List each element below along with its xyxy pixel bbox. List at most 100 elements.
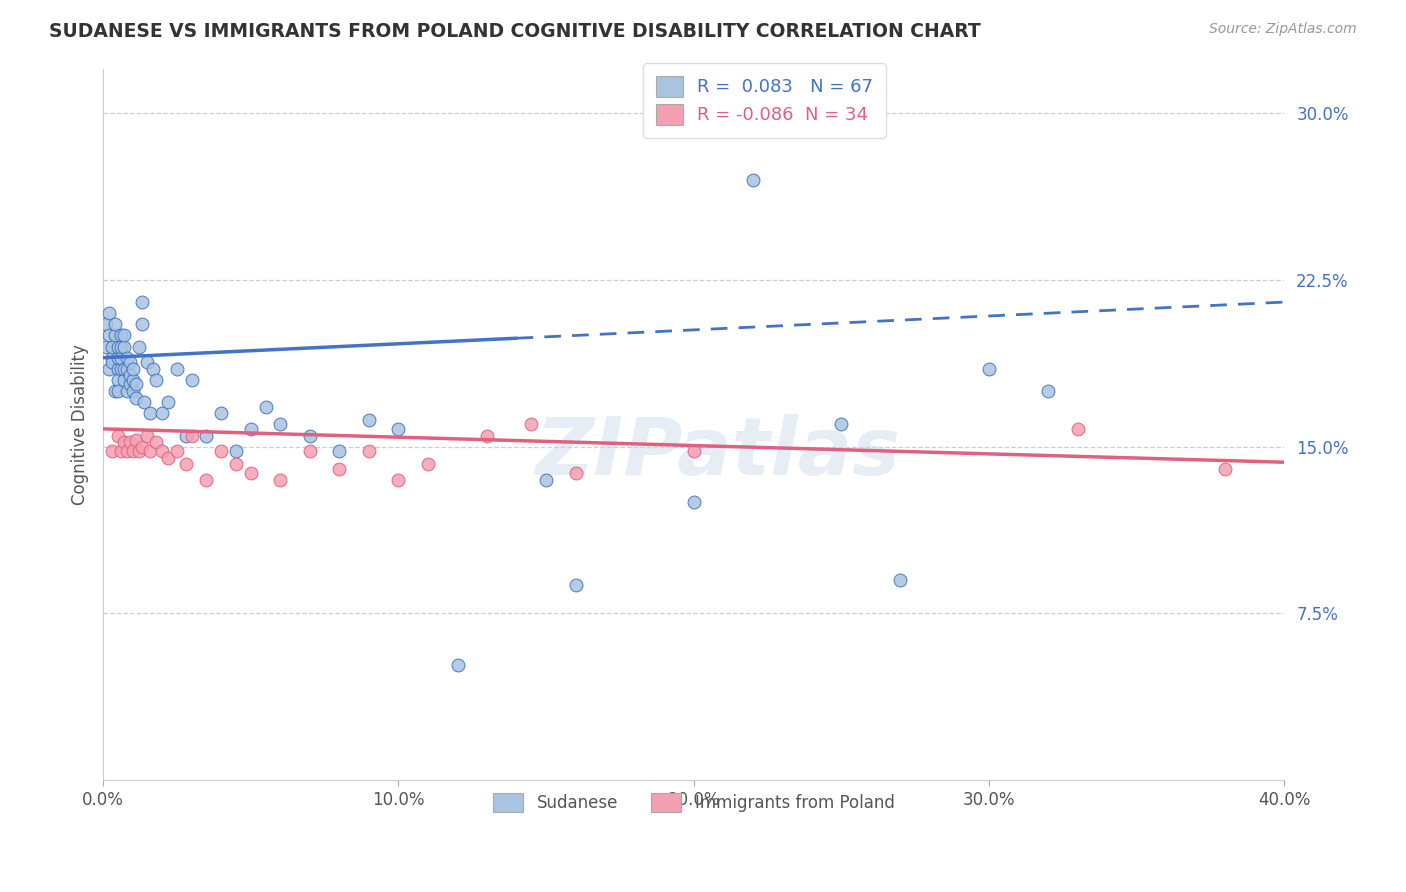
Point: [124, 391, 146, 405]
Point: [107, 351, 129, 365]
Point: [139, 406, 162, 420]
Point: [564, 577, 586, 591]
Point: [136, 428, 159, 442]
Point: [118, 355, 141, 369]
Point: [357, 413, 380, 427]
Point: [195, 473, 218, 487]
Text: ZIPatlas: ZIPatlas: [534, 414, 900, 491]
Point: [110, 351, 132, 365]
Point: [107, 373, 129, 387]
Point: [131, 295, 153, 310]
Point: [239, 422, 262, 436]
Point: [475, 428, 498, 442]
Point: [115, 351, 138, 365]
Point: [112, 373, 135, 387]
Point: [94, 318, 117, 332]
Point: [112, 435, 135, 450]
Point: [150, 406, 173, 420]
Point: [110, 328, 132, 343]
Point: [124, 377, 146, 392]
Point: [112, 328, 135, 343]
Point: [174, 428, 197, 442]
Point: [157, 450, 180, 465]
Point: [131, 318, 153, 332]
Point: [741, 172, 763, 186]
Point: [328, 444, 350, 458]
Point: [157, 395, 180, 409]
Point: [104, 318, 127, 332]
Point: [145, 373, 167, 387]
Point: [174, 458, 197, 472]
Text: SUDANESE VS IMMIGRANTS FROM POLAND COGNITIVE DISABILITY CORRELATION CHART: SUDANESE VS IMMIGRANTS FROM POLAND COGNI…: [49, 22, 981, 41]
Point: [107, 428, 129, 442]
Point: [121, 361, 143, 376]
Point: [107, 340, 129, 354]
Point: [118, 435, 141, 450]
Point: [98, 361, 121, 376]
Point: [145, 435, 167, 450]
Point: [101, 355, 124, 369]
Point: [209, 444, 232, 458]
Point: [416, 458, 439, 472]
Point: [387, 473, 409, 487]
Point: [387, 422, 409, 436]
Point: [107, 361, 129, 376]
Point: [101, 340, 124, 354]
Point: [328, 462, 350, 476]
Point: [98, 328, 121, 343]
Point: [94, 340, 117, 354]
Point: [115, 384, 138, 398]
Point: [180, 373, 202, 387]
Point: [110, 444, 132, 458]
Point: [166, 444, 188, 458]
Point: [118, 377, 141, 392]
Point: [112, 361, 135, 376]
Point: [357, 444, 380, 458]
Point: [977, 361, 1000, 376]
Point: [121, 384, 143, 398]
Point: [104, 384, 127, 398]
Point: [446, 657, 468, 672]
Point: [269, 417, 291, 432]
Point: [534, 473, 557, 487]
Point: [121, 444, 143, 458]
Point: [101, 444, 124, 458]
Point: [128, 340, 150, 354]
Point: [104, 328, 127, 343]
Point: [239, 467, 262, 481]
Point: [254, 400, 277, 414]
Point: [128, 444, 150, 458]
Point: [136, 355, 159, 369]
Point: [209, 406, 232, 420]
Point: [1066, 422, 1088, 436]
Point: [107, 384, 129, 398]
Point: [564, 467, 586, 481]
Point: [889, 573, 911, 587]
Point: [121, 373, 143, 387]
Point: [131, 440, 153, 454]
Point: [118, 368, 141, 383]
Point: [110, 340, 132, 354]
Point: [195, 428, 218, 442]
Point: [180, 428, 202, 442]
Point: [110, 361, 132, 376]
Point: [830, 417, 852, 432]
Point: [166, 361, 188, 376]
Y-axis label: Cognitive Disability: Cognitive Disability: [72, 344, 89, 505]
Point: [124, 433, 146, 447]
Point: [298, 428, 321, 442]
Point: [1036, 384, 1059, 398]
Point: [520, 417, 543, 432]
Point: [269, 473, 291, 487]
Text: Source: ZipAtlas.com: Source: ZipAtlas.com: [1209, 22, 1357, 37]
Point: [101, 351, 124, 365]
Point: [112, 340, 135, 354]
Point: [298, 444, 321, 458]
Point: [115, 444, 138, 458]
Point: [225, 458, 247, 472]
Point: [682, 444, 704, 458]
Point: [142, 361, 165, 376]
Legend: Sudanese, Immigrants from Poland: Sudanese, Immigrants from Poland: [479, 780, 908, 825]
Point: [134, 395, 156, 409]
Point: [225, 444, 247, 458]
